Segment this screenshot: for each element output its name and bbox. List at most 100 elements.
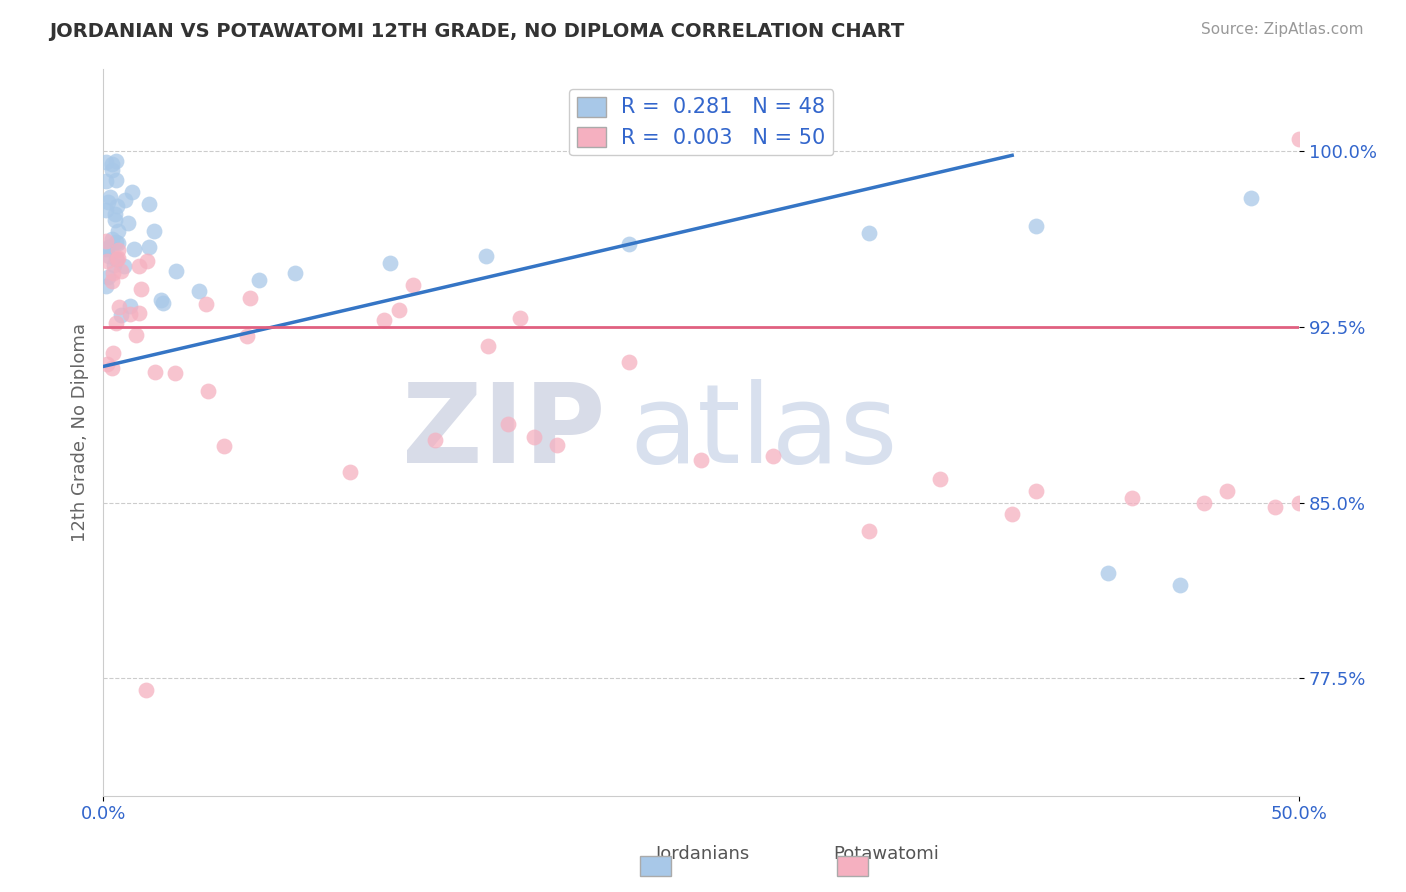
Point — [212, 438, 235, 452]
Point — [1001, 508, 1024, 522]
Point — [128, 260, 150, 274]
Point — [96, 254, 118, 268]
Point — [373, 313, 395, 327]
Point — [283, 266, 305, 280]
Legend: R =  0.281   N = 48, R =  0.003   N = 50: R = 0.281 N = 48, R = 0.003 N = 50 — [569, 89, 834, 155]
Point — [1168, 577, 1191, 591]
Point — [101, 345, 124, 359]
Point — [1288, 132, 1310, 146]
Point — [423, 433, 446, 447]
Point — [104, 316, 127, 330]
Point — [546, 438, 568, 452]
Point — [149, 293, 172, 307]
Point — [380, 256, 402, 270]
Point — [1121, 491, 1143, 505]
Point — [523, 430, 546, 444]
Point — [107, 224, 129, 238]
Point — [105, 235, 128, 249]
Point — [509, 310, 531, 325]
Point — [1025, 219, 1047, 233]
Point — [496, 417, 519, 432]
Point — [107, 251, 129, 265]
Point — [103, 266, 125, 280]
Point — [124, 242, 146, 256]
Point — [339, 466, 361, 480]
Point — [187, 285, 209, 299]
Point — [1288, 495, 1310, 509]
Point — [105, 252, 128, 266]
Point — [619, 355, 641, 369]
Point — [1192, 495, 1215, 509]
Text: JORDANIAN VS POTAWATOMI 12TH GRADE, NO DIPLOMA CORRELATION CHART: JORDANIAN VS POTAWATOMI 12TH GRADE, NO D… — [49, 22, 904, 41]
Point — [121, 185, 143, 199]
Point — [143, 366, 166, 380]
Point — [94, 242, 117, 256]
Text: ZIP: ZIP — [402, 378, 606, 485]
Point — [112, 259, 135, 273]
Point — [110, 308, 132, 322]
Point — [858, 226, 880, 240]
Point — [239, 291, 262, 305]
Point — [165, 264, 187, 278]
Point — [101, 232, 124, 246]
Point — [101, 157, 124, 171]
Point — [98, 189, 121, 203]
Point — [104, 172, 127, 186]
Point — [118, 307, 141, 321]
Point — [247, 273, 270, 287]
Point — [94, 174, 117, 188]
Point — [105, 153, 128, 168]
Point — [197, 384, 219, 398]
Text: Potawatomi: Potawatomi — [832, 846, 939, 863]
Point — [114, 193, 136, 207]
Point — [94, 279, 117, 293]
Point — [96, 357, 118, 371]
Point — [118, 299, 141, 313]
Point — [107, 235, 129, 250]
Point — [163, 366, 186, 380]
Point — [129, 282, 152, 296]
Point — [477, 339, 499, 353]
Point — [101, 360, 124, 375]
Point — [475, 249, 498, 263]
Point — [1216, 483, 1239, 498]
Point — [108, 300, 131, 314]
Point — [138, 196, 160, 211]
Point — [96, 235, 118, 249]
Point — [128, 306, 150, 320]
Point — [96, 270, 118, 285]
Point — [929, 472, 952, 486]
Point — [110, 264, 132, 278]
Point — [858, 524, 880, 538]
Point — [138, 240, 160, 254]
Point — [1240, 190, 1263, 204]
Point — [124, 327, 146, 342]
Point — [105, 199, 128, 213]
Point — [107, 244, 129, 258]
Point — [690, 453, 713, 467]
Point — [97, 240, 120, 254]
Text: atlas: atlas — [630, 378, 898, 485]
Point — [1264, 500, 1286, 515]
Point — [762, 449, 785, 463]
Point — [117, 217, 139, 231]
Y-axis label: 12th Grade, No Diploma: 12th Grade, No Diploma — [72, 323, 89, 541]
Point — [402, 277, 425, 292]
Point — [1097, 566, 1119, 580]
Point — [103, 258, 125, 272]
Point — [105, 252, 128, 266]
Point — [94, 202, 117, 217]
Point — [135, 683, 157, 698]
Point — [236, 328, 259, 343]
Point — [104, 213, 127, 227]
Text: Source: ZipAtlas.com: Source: ZipAtlas.com — [1201, 22, 1364, 37]
Point — [100, 274, 122, 288]
Point — [98, 249, 121, 263]
Point — [152, 296, 174, 310]
Point — [101, 163, 124, 178]
Point — [387, 303, 409, 318]
Point — [1025, 483, 1047, 498]
Point — [143, 224, 166, 238]
Point — [136, 253, 159, 268]
Point — [104, 207, 127, 221]
